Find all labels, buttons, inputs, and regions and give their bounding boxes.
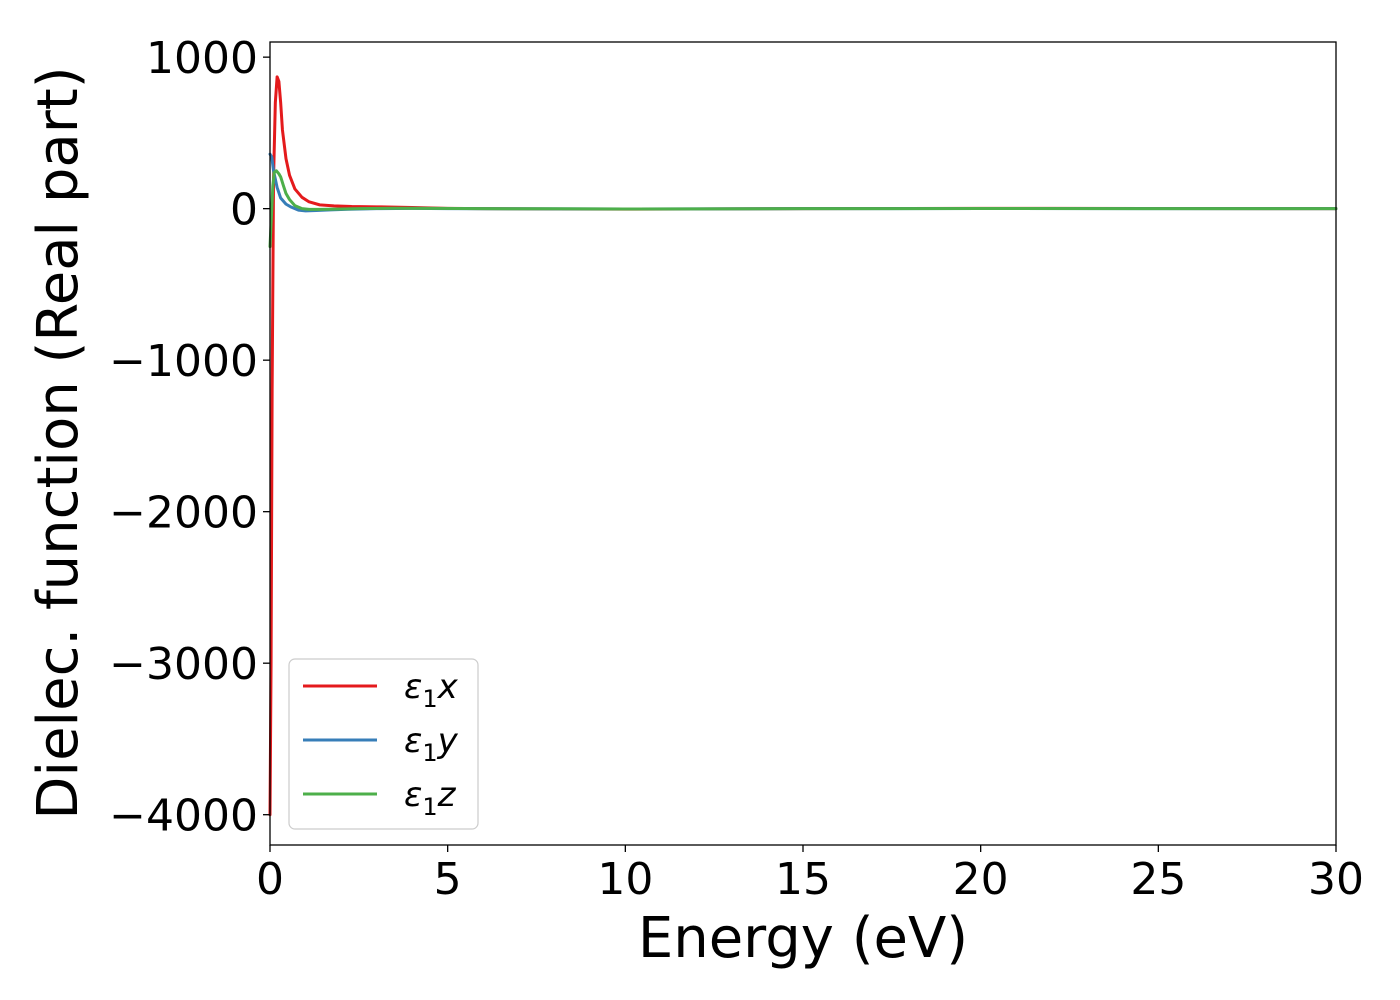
x-tick-label: 30 [1308, 854, 1364, 905]
x-tick-label: 25 [1130, 854, 1186, 905]
legend-label-subscript: 1 [422, 739, 437, 767]
y-tick-label: −2000 [109, 488, 258, 539]
y-tick-label: 1000 [146, 33, 258, 84]
legend-label-base: ε [404, 775, 422, 815]
y-axis-label: Dielec. function (Real part) [26, 66, 91, 819]
legend-label: ε1y [404, 721, 459, 767]
legend-label-subscript: 1 [422, 793, 437, 821]
legend-box [288, 658, 479, 830]
legend-label-axis: z [437, 775, 457, 815]
legend-label: ε1x [404, 667, 459, 713]
x-axis-ticks: 0 5 10 15 20 25 30 [256, 845, 1364, 905]
legend-label-base: ε [404, 667, 422, 707]
y-tick-label: −3000 [109, 639, 258, 690]
series-layer [268, 75, 1338, 817]
series-line-3 [268, 169, 1338, 249]
legend-label-base: ε [404, 721, 422, 761]
legend-label-axis: y [437, 721, 459, 761]
legend-label-subscript: 1 [422, 685, 437, 713]
y-tick-label: 0 [230, 185, 258, 236]
x-tick-label: 10 [597, 854, 653, 905]
x-tick-label: 20 [953, 854, 1009, 905]
x-tick-label: 0 [256, 854, 284, 905]
x-tick-label: 15 [775, 854, 831, 905]
y-tick-label: −4000 [109, 791, 258, 842]
y-tick-label: −1000 [109, 336, 258, 387]
x-tick-label: 5 [434, 854, 462, 905]
legend-label: ε1z [404, 775, 457, 821]
x-axis-label: Energy (eV) [638, 906, 968, 971]
y-axis-ticks: −4000 −3000 −2000 −1000 0 1000 [109, 33, 270, 842]
legend-label-axis: x [437, 667, 459, 707]
